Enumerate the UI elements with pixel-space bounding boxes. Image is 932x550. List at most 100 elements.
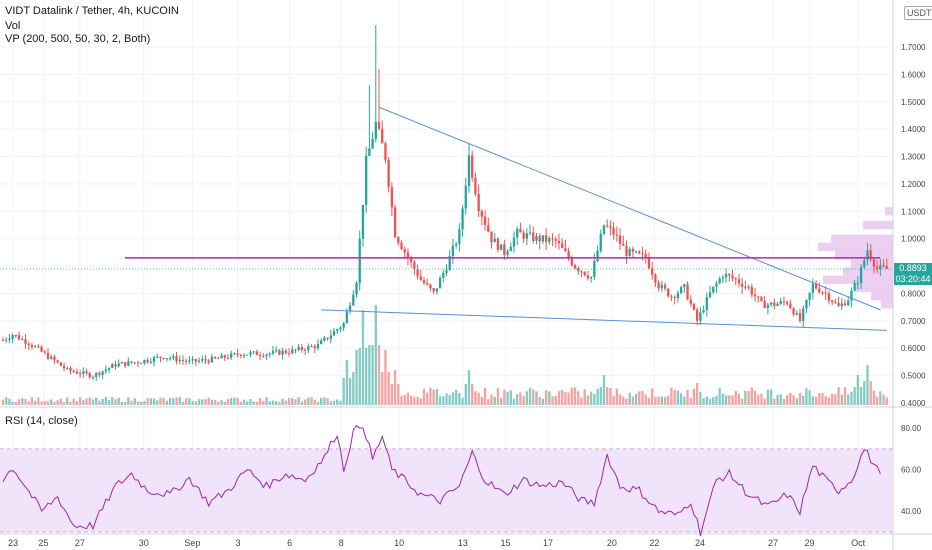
candle-body [281, 350, 284, 355]
candle-body [802, 308, 805, 322]
candle-body [657, 282, 660, 289]
volume-bar [859, 387, 863, 405]
time-tick-label: 10 [394, 538, 404, 548]
volume-bar [416, 396, 419, 405]
candle-body [371, 138, 374, 149]
volume-bar [805, 388, 808, 405]
volume-bar [400, 395, 403, 405]
candle-body [741, 283, 744, 288]
candle-body [483, 216, 487, 225]
candle-body [191, 358, 194, 361]
volume-bar [824, 396, 827, 405]
candle-body [779, 301, 782, 304]
time-tick-label: 22 [649, 538, 659, 548]
volume-bar [734, 390, 737, 405]
volume-bar [361, 310, 365, 405]
candle-body [123, 362, 127, 366]
volume-bar [757, 394, 760, 405]
candle-body [692, 303, 696, 310]
volume-bar [776, 395, 779, 405]
candle-body [397, 237, 400, 243]
candle-body [718, 278, 721, 284]
candle-body [506, 251, 509, 255]
candle-body [490, 231, 493, 243]
rsi-tick-label: 80.00 [901, 424, 922, 433]
time-tick-label: 29 [804, 538, 814, 548]
candle-body [458, 229, 461, 245]
volume-bar [220, 399, 223, 405]
volume-bar [548, 391, 551, 405]
candle-body [172, 356, 175, 359]
rsi-tick-label: 40.00 [901, 507, 922, 516]
volume-bar [143, 401, 146, 405]
candle-body [255, 351, 259, 356]
volume-bar [345, 360, 349, 405]
candle-body [364, 155, 368, 205]
candle-body [345, 311, 349, 324]
candle-body [46, 352, 50, 359]
currency-unit-badge[interactable]: USDT [904, 6, 932, 20]
candle-body [448, 256, 451, 271]
candle-body [538, 235, 541, 242]
candle-body [676, 293, 680, 298]
candle-body [56, 360, 59, 363]
volume-bar [336, 399, 339, 405]
volume-bar [185, 398, 188, 405]
candle-body [107, 367, 111, 370]
candle-body [287, 352, 291, 354]
volume-bar [24, 398, 27, 405]
candle-body [567, 251, 570, 259]
volume-bar [17, 399, 21, 405]
volume-bar [303, 399, 307, 405]
candle-body [374, 121, 377, 139]
volume-bar [14, 401, 18, 405]
time-tick-label: Oct [851, 538, 866, 548]
volume-bar [239, 401, 242, 405]
candle-body [808, 292, 811, 300]
volume-bar [483, 387, 487, 405]
volume-bar [95, 397, 98, 405]
volume-bar [40, 401, 43, 405]
volume-bar [538, 396, 541, 405]
candle-body [387, 159, 390, 188]
volume-bar [718, 387, 721, 405]
volume-bar [178, 397, 181, 405]
volume-bar [66, 397, 69, 405]
volume-bar [397, 384, 400, 405]
volume-bar [217, 401, 220, 405]
candle-body [869, 250, 872, 260]
candle-body [303, 349, 307, 351]
volume-bar [782, 398, 786, 405]
candle-body [721, 277, 725, 279]
volume-bar [599, 387, 602, 405]
volume-bar [355, 350, 358, 405]
volume-bar [544, 390, 548, 405]
price-tick-label: 0.4000 [901, 399, 926, 408]
volume-bar [786, 395, 789, 405]
volume-bar [744, 390, 747, 405]
volume-bar [827, 397, 831, 405]
volume-bar [564, 392, 567, 405]
candle-body [204, 359, 207, 361]
rsi-label: RSI (14, close) [5, 415, 78, 427]
candle-body [641, 253, 644, 255]
candle-body [268, 353, 271, 355]
volume-bar [561, 390, 564, 405]
candle-body [863, 260, 866, 267]
volume-bar [802, 395, 805, 405]
volume-bar [573, 387, 577, 405]
candle-body [795, 312, 798, 315]
candle-body [638, 251, 641, 254]
volume-bar [593, 393, 596, 405]
candle-body [535, 235, 538, 241]
candle-body [194, 358, 197, 362]
volume-bar [278, 401, 281, 405]
candle-body [37, 346, 40, 348]
candle-body [33, 346, 37, 348]
candle-body [612, 227, 615, 235]
volume-bar [583, 389, 586, 405]
volume-bar [172, 398, 175, 405]
candle-body [602, 225, 606, 235]
volume-bar [21, 398, 24, 405]
